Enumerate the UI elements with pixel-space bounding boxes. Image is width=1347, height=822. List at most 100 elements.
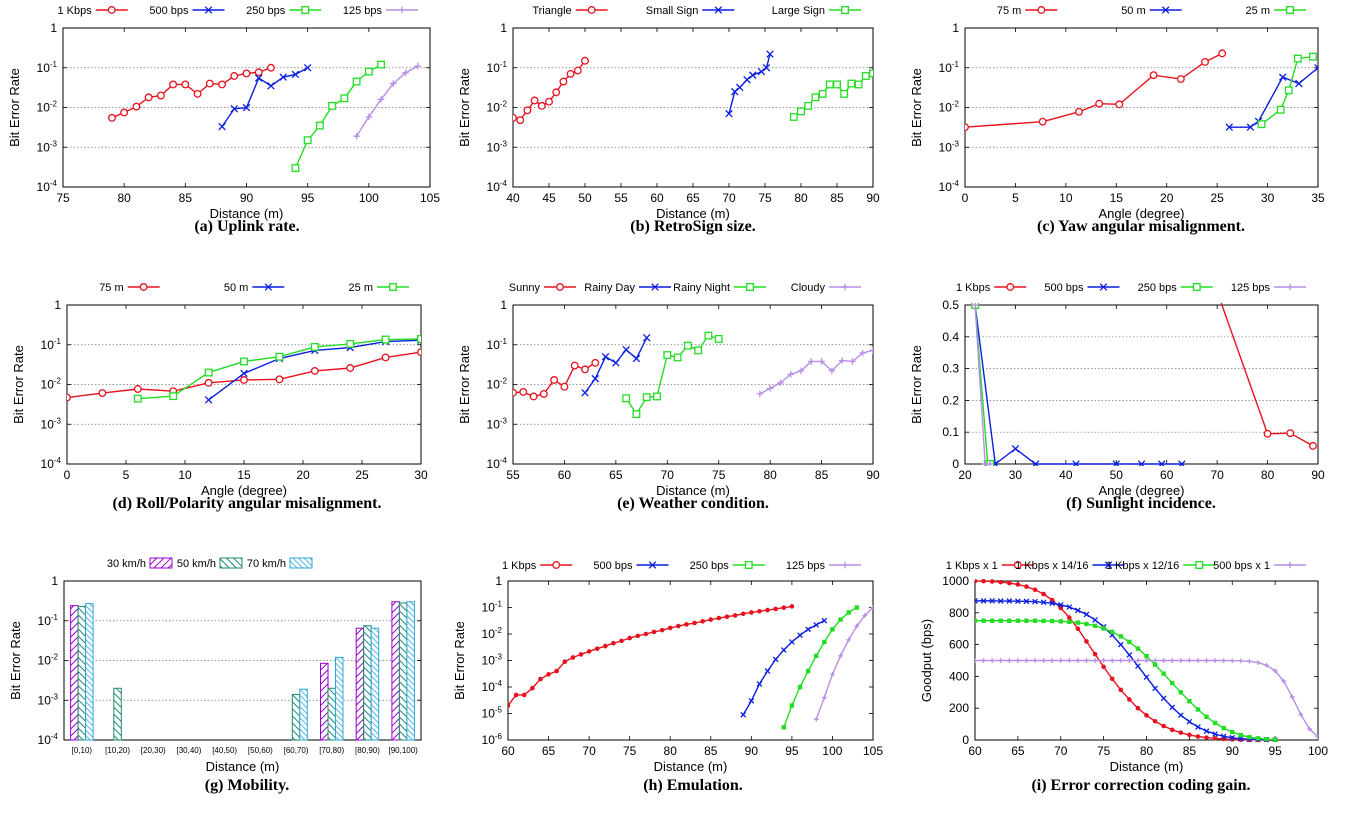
x-tick-label: 15	[1110, 191, 1124, 205]
data-point	[1149, 71, 1158, 80]
data-point	[1066, 604, 1073, 610]
x-tick-label: [50,60)	[248, 746, 273, 755]
data-point	[562, 659, 568, 665]
legend-marker	[714, 6, 723, 14]
y-tick-label: 10-1	[37, 60, 58, 75]
x-tick-label: 90	[1311, 468, 1325, 482]
legend-swatch	[219, 557, 243, 569]
x-tick-label: 105	[420, 191, 440, 205]
caption: (a) Uplink rate.	[194, 218, 299, 235]
data-point	[169, 392, 178, 401]
y-tick-label: 10-3	[41, 416, 62, 431]
legend-marker	[648, 561, 657, 569]
x-tick-label: 0	[64, 468, 71, 482]
legend-label: Triangle	[532, 5, 571, 17]
data-point	[1298, 712, 1304, 717]
data-point	[762, 63, 771, 72]
legend-label: 75 m	[99, 282, 123, 294]
data-point	[315, 121, 324, 130]
data-point	[998, 658, 1004, 663]
data-point	[1246, 123, 1255, 131]
data-point	[1112, 460, 1121, 466]
data-point	[1041, 591, 1046, 597]
panel-e: 1 10-1 10-2 10-3 10-455 60 65 70 75 80 85 90 Distanc…	[457, 282, 880, 512]
legend-label: 500 bps x 1	[1213, 560, 1270, 572]
data-point	[1007, 618, 1012, 623]
y-axis-label: Bit Error Rate	[909, 345, 924, 424]
data-point	[1187, 732, 1192, 738]
data-point	[529, 392, 538, 401]
data-point	[1255, 660, 1261, 665]
bar	[363, 625, 372, 741]
legend-marker	[651, 283, 659, 291]
series-line	[974, 304, 991, 465]
x-tick-label: 100	[1308, 744, 1328, 758]
bar	[291, 693, 301, 741]
legend-label: 25 m	[1246, 5, 1270, 17]
data-point	[773, 606, 778, 612]
data-point	[1212, 658, 1218, 663]
data-point	[279, 73, 287, 81]
x-tick-label: 80	[763, 468, 777, 482]
y-tick-label: 10-1	[41, 337, 62, 352]
data-point	[772, 656, 779, 663]
data-point	[1075, 658, 1081, 663]
data-point	[1177, 712, 1184, 719]
data-point	[1092, 651, 1098, 657]
y-tick-label: 400	[949, 669, 969, 683]
series-line	[1229, 67, 1318, 128]
legend-label: 500 bps	[593, 560, 633, 572]
data-point	[205, 79, 214, 88]
panel-f: 0 0.1 0.2 0.3 0.4 0.5 20 30 40 50 60 70 80 90 Angle (d…	[909, 282, 1325, 512]
legend-label: 75 m	[997, 5, 1021, 17]
x-tick-label: 95	[301, 191, 315, 205]
x-tick-label: 25	[1210, 191, 1224, 205]
data-point	[1109, 676, 1115, 682]
data-point	[1264, 662, 1269, 668]
data-point	[275, 352, 284, 361]
y-tick-label: 0.2	[942, 393, 959, 407]
x-tick-label: 100	[822, 744, 842, 758]
data-point	[822, 639, 827, 645]
data-point	[513, 692, 519, 698]
data-point	[1015, 598, 1021, 605]
data-point	[683, 341, 692, 350]
data-point	[777, 379, 784, 387]
data-point	[846, 610, 851, 615]
data-point	[830, 671, 835, 677]
x-tick-label: 0	[962, 191, 969, 205]
x-tick-label: [40,50)	[212, 746, 237, 755]
x-tick-label: [20,30)	[141, 746, 166, 755]
data-point	[1169, 704, 1176, 711]
data-point	[975, 658, 978, 663]
series-line	[508, 605, 793, 706]
x-tick-label: 65	[1011, 744, 1025, 758]
data-point	[521, 692, 527, 698]
data-point	[586, 649, 592, 654]
data-point	[692, 620, 697, 626]
x-tick-label: 20	[958, 468, 972, 482]
data-point	[1110, 629, 1115, 635]
data-point	[230, 72, 239, 80]
data-point	[612, 359, 620, 367]
legend-label: 70 km/h	[247, 558, 286, 570]
data-point	[756, 390, 764, 398]
data-point	[1109, 658, 1115, 663]
caption: (h) Emulation.	[643, 777, 743, 794]
x-tick-label: 40	[1059, 468, 1073, 482]
data-point	[1263, 429, 1272, 438]
caption: (i) Error correction coding gain.	[1031, 777, 1250, 794]
data-point	[1170, 680, 1175, 686]
x-tick-label: 50	[578, 191, 592, 205]
data-point	[1084, 658, 1089, 663]
data-point	[545, 97, 553, 106]
data-point	[530, 96, 539, 105]
data-point	[748, 697, 755, 704]
series-line	[975, 620, 1276, 741]
y-tick-label: 10-3	[37, 139, 58, 154]
data-point	[789, 604, 795, 609]
legend-label: 25 m	[349, 282, 373, 294]
data-point	[1135, 663, 1141, 669]
x-tick-label: 70	[582, 744, 596, 758]
